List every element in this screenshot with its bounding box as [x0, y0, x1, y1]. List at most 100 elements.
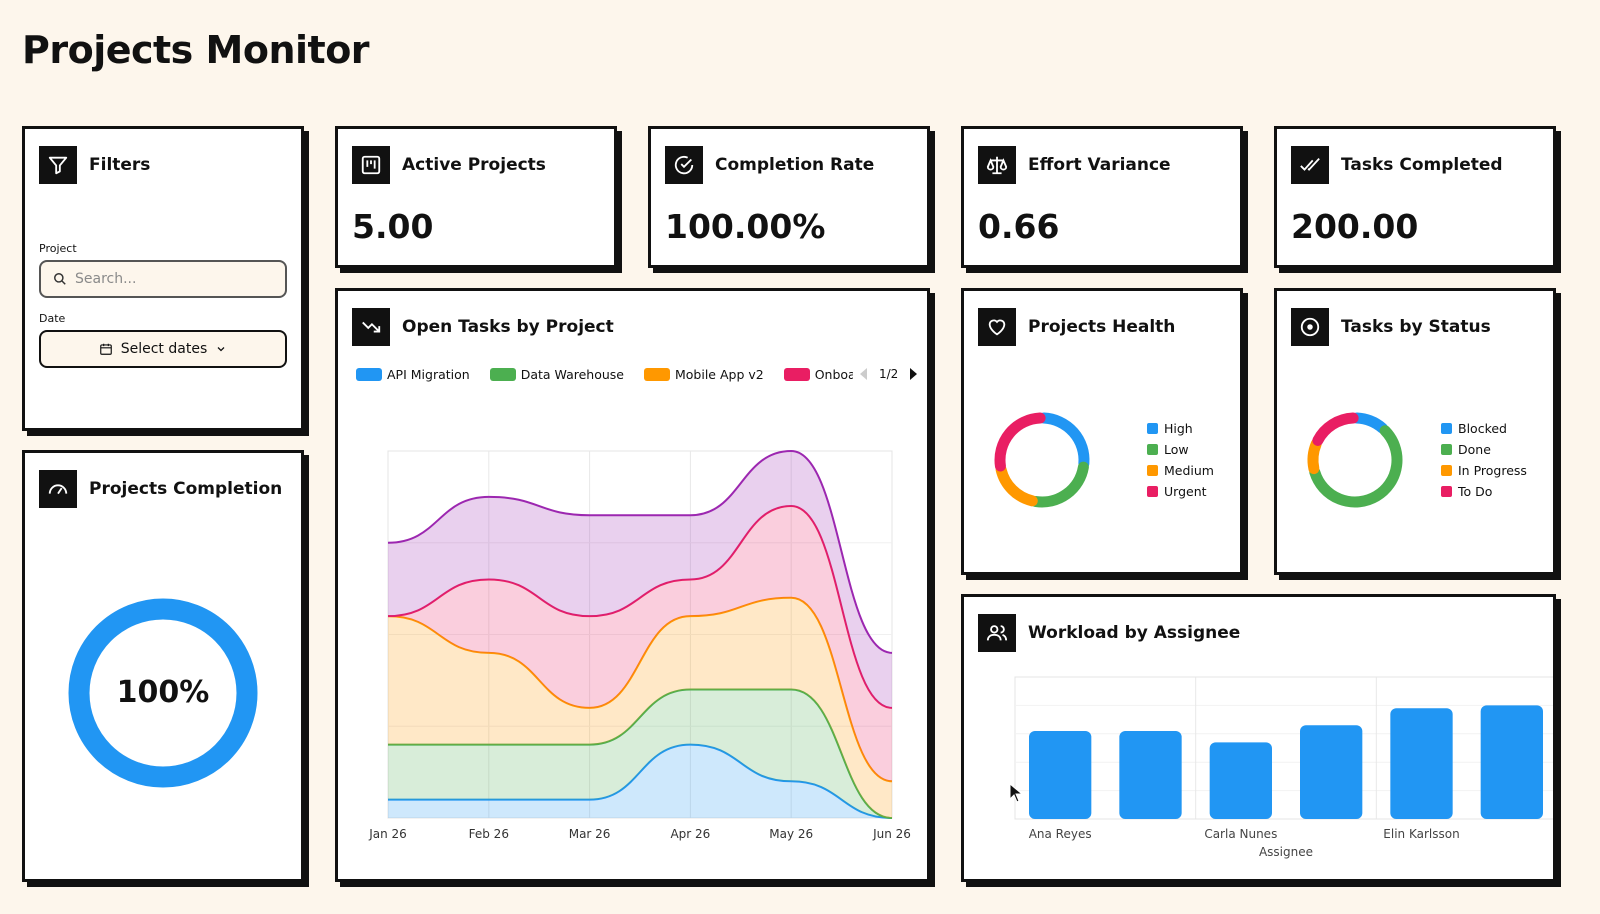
- legend-item[interactable]: Data Warehouse: [489, 366, 624, 382]
- filters-card: Filters Project Search... Date Select da…: [22, 126, 304, 431]
- kpi-card-completion-rate: Completion Rate 100.00%: [648, 126, 930, 268]
- kanban-chart-icon: [352, 146, 390, 184]
- donut-slice-to-do: [1312, 412, 1359, 446]
- x-tick-label: Mar 26: [569, 827, 611, 841]
- legend-item[interactable]: In Progress: [1441, 463, 1527, 478]
- gauge-icon: [39, 470, 77, 508]
- open-tasks-area-chart: Jan 26 Feb 26 Mar 26 Apr 26 May 26 Jun 26: [368, 449, 911, 841]
- page-title: Projects Monitor: [22, 28, 370, 72]
- kpi-card-active-projects: Active Projects 5.00: [335, 126, 617, 268]
- check-circle-icon: [665, 146, 703, 184]
- filter-icon: [39, 146, 77, 184]
- users-icon: [978, 614, 1016, 652]
- bar-3: [1300, 725, 1363, 819]
- kpi-card-tasks-completed: Tasks Completed 200.00: [1274, 126, 1556, 268]
- legend-label: Onboa: [814, 366, 856, 382]
- tasks-status-card: Tasks by Status Blocked Done In Progress…: [1274, 288, 1556, 575]
- open-tasks-card: Open Tasks by Project API Migration Data…: [335, 288, 930, 882]
- legend-label: High: [1164, 421, 1193, 436]
- legend-label: Mobile App v2: [674, 366, 764, 382]
- project-search-input[interactable]: Search...: [39, 260, 287, 298]
- workload-title: Workload by Assignee: [1028, 623, 1241, 643]
- donut-slice-blocked: [1351, 412, 1388, 434]
- legend-label: Blocked: [1458, 421, 1507, 436]
- projects-completion-card: Projects Completion 100%: [22, 450, 304, 882]
- open-tasks-title: Open Tasks by Project: [402, 317, 614, 337]
- donut-slice-in-progress: [1307, 438, 1322, 475]
- workload-bar-chart: Ana Reyes Carla Nunes Elin Karlsson Assigne…: [1014, 676, 1553, 859]
- legend-item[interactable]: Urgent: [1147, 484, 1214, 499]
- legend-item[interactable]: Mobile App v2: [643, 366, 764, 382]
- kpi-title: Tasks Completed: [1341, 155, 1503, 175]
- donut-slice-high: [1038, 412, 1090, 469]
- double-check-icon: [1291, 146, 1329, 184]
- completion-gauge: [68, 598, 258, 788]
- heart-icon: [978, 308, 1016, 346]
- status-title: Tasks by Status: [1341, 317, 1491, 337]
- legend-label: Data Warehouse: [520, 366, 624, 382]
- kpi-card-effort-variance: Effort Variance 0.66: [961, 126, 1243, 268]
- bar-5: [1480, 705, 1543, 819]
- completion-title: Projects Completion: [89, 479, 283, 499]
- legend-item[interactable]: Low: [1147, 442, 1214, 457]
- calendar-icon: [99, 343, 112, 355]
- donut-slice-done: [1309, 425, 1403, 508]
- pager-label: 1/2: [879, 367, 899, 381]
- legend-item[interactable]: Medium: [1147, 463, 1214, 478]
- chart-legend: API Migration Data Warehouse Mobile App …: [356, 363, 916, 385]
- x-axis-label: Assignee: [1259, 845, 1313, 859]
- kpi-value: 5.00: [352, 207, 434, 246]
- kpi-title: Active Projects: [402, 155, 546, 175]
- pager-next-icon[interactable]: [908, 368, 918, 380]
- area-band-3: [388, 506, 892, 782]
- health-legend: High Low Medium Urgent: [1147, 421, 1214, 499]
- legend-pager: 1/2: [853, 363, 919, 385]
- x-tick-label: Ana Reyes: [1029, 827, 1092, 841]
- x-tick-label: May 26: [769, 827, 813, 841]
- series-line-3: [387, 505, 893, 709]
- mouse-cursor-icon: [1009, 783, 1023, 803]
- legend-item[interactable]: Done: [1441, 442, 1527, 457]
- search-icon: [54, 273, 66, 285]
- filters-title: Filters: [89, 155, 151, 175]
- kpi-value: 100.00%: [665, 207, 826, 246]
- pager-prev-icon[interactable]: [859, 368, 869, 380]
- series-line-4: [387, 449, 893, 654]
- project-label: Project: [39, 242, 77, 255]
- x-tick-label: Carla Nunes: [1204, 827, 1277, 841]
- target-icon: [1291, 308, 1329, 346]
- date-label: Date: [39, 312, 66, 325]
- legend-label: To Do: [1458, 484, 1493, 499]
- series-line-2: [387, 596, 893, 783]
- search-placeholder: Search...: [75, 271, 137, 287]
- donut-slice-urgent: [994, 412, 1046, 472]
- kpi-title: Effort Variance: [1028, 155, 1171, 175]
- health-title: Projects Health: [1028, 317, 1176, 337]
- workload-card: Workload by Assignee Ana Reyes Carla Nune…: [961, 594, 1556, 882]
- area-band-2: [388, 597, 892, 818]
- bar-2: [1209, 742, 1272, 819]
- legend-label: Medium: [1164, 463, 1214, 478]
- kpi-value: 200.00: [1291, 207, 1419, 246]
- legend-item[interactable]: API Migration: [356, 367, 470, 382]
- date-button-label: Select dates: [120, 341, 208, 357]
- x-tick-label: Feb 26: [469, 827, 509, 841]
- legend-item[interactable]: To Do: [1441, 484, 1527, 499]
- date-range-button[interactable]: Select dates: [39, 330, 287, 368]
- legend-label: API Migration: [387, 366, 470, 382]
- status-legend: Blocked Done In Progress To Do: [1441, 421, 1527, 499]
- legend-label: Done: [1458, 442, 1491, 457]
- legend-item[interactable]: Blocked: [1441, 421, 1527, 436]
- series-line-0: [387, 743, 893, 819]
- chevron-down-icon: [217, 347, 225, 352]
- completion-value: 100%: [116, 675, 210, 710]
- donut-slice-low: [1030, 461, 1089, 508]
- plot-area: [1014, 676, 1553, 820]
- scale-icon: [978, 146, 1016, 184]
- legend-item[interactable]: Onboa: [783, 366, 856, 382]
- health-donut-chart: [994, 412, 1090, 508]
- trending-down-icon: [352, 308, 390, 346]
- x-tick-label: Elin Karlsson: [1383, 827, 1459, 841]
- legend-label: In Progress: [1458, 463, 1527, 478]
- legend-item[interactable]: High: [1147, 421, 1214, 436]
